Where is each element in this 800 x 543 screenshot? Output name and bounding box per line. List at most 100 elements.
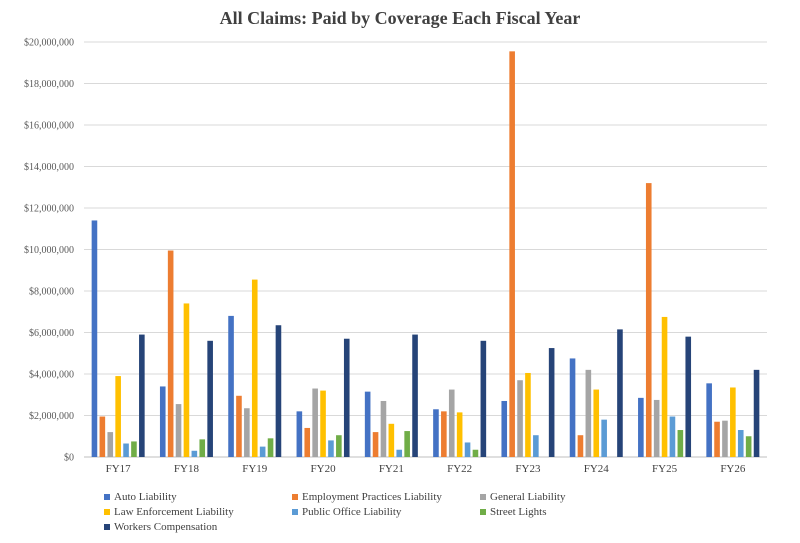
bar: [191, 450, 198, 457]
bar: [737, 430, 744, 457]
bar: [517, 380, 523, 457]
bar: [131, 441, 137, 457]
bar: [448, 389, 455, 457]
bar: [396, 449, 403, 457]
y-tick-label: $6,000,000: [29, 328, 74, 339]
x-tick-label: FY22: [447, 463, 472, 475]
bar: [159, 386, 166, 457]
x-tick-label: FY21: [379, 463, 404, 475]
bar: [372, 432, 379, 457]
legend-label: Auto Liability: [114, 491, 177, 503]
bar: [207, 340, 213, 457]
bar: [677, 430, 684, 457]
x-tick-label: FY20: [311, 463, 337, 475]
bar: [296, 411, 303, 457]
legend-swatch: [104, 494, 110, 500]
legend-label: Street Lights: [490, 506, 547, 518]
bar: [275, 325, 282, 457]
bar: [617, 329, 623, 457]
legend-item: Public Office Liability: [292, 506, 401, 518]
bar: [244, 408, 250, 457]
bar: [645, 183, 652, 457]
x-tick-label: FY24: [584, 463, 610, 475]
bar: [328, 440, 334, 457]
bar: [404, 431, 410, 457]
y-tick-label: $18,000,000: [24, 79, 74, 90]
bar: [99, 416, 106, 457]
bar: [501, 400, 508, 457]
bar: [464, 442, 471, 457]
bar: [433, 409, 439, 457]
bar: [251, 279, 258, 457]
bar: [569, 358, 576, 457]
bar: [91, 220, 98, 457]
legend-label: General Liability: [490, 491, 566, 503]
legend-label: Workers Compensation: [114, 521, 218, 533]
bar: [593, 389, 600, 457]
legend-swatch: [480, 509, 486, 515]
bar: [509, 51, 515, 458]
bar: [456, 412, 463, 457]
x-tick-label: FY23: [515, 463, 541, 475]
y-tick-label: $4,000,000: [29, 370, 74, 381]
bar: [480, 340, 487, 457]
bar: [472, 449, 479, 457]
x-tick-label: FY19: [242, 463, 268, 475]
bar: [304, 427, 311, 457]
bar: [685, 336, 692, 457]
legend-item: Auto Liability: [104, 491, 177, 503]
bar: [380, 400, 387, 457]
bar: [601, 419, 607, 457]
y-tick-label: $10,000,000: [24, 245, 74, 256]
bar: [669, 416, 676, 457]
legend-item: General Liability: [480, 491, 565, 503]
bar: [388, 423, 395, 457]
y-tick-label: $2,000,000: [29, 411, 74, 422]
bar: [175, 404, 182, 457]
bar: [585, 369, 592, 457]
bar: [199, 439, 206, 457]
legend-item: Law Enforcement Liability: [104, 506, 234, 518]
x-tick-label: FY26: [720, 463, 746, 475]
bar: [730, 387, 736, 457]
bar: [320, 390, 326, 457]
legend-swatch: [104, 509, 110, 515]
bar: [167, 250, 174, 457]
bar: [661, 316, 668, 457]
y-tick-label: $0: [64, 453, 74, 464]
bar: [343, 338, 350, 457]
legend-label: Employment Practices Liability: [302, 491, 442, 503]
bar: [714, 421, 720, 457]
legend-swatch: [292, 494, 298, 500]
bar: [441, 411, 447, 457]
bar: [722, 420, 728, 457]
bar: [139, 334, 145, 457]
bar: [115, 376, 121, 457]
bar: [753, 369, 760, 457]
bar: [412, 334, 418, 457]
bar: [123, 443, 129, 457]
bar: [236, 395, 242, 457]
chart-title: All Claims: Paid by Coverage Each Fiscal…: [219, 8, 581, 28]
x-tick-label: FY25: [652, 463, 678, 475]
legend-label: Law Enforcement Liability: [114, 506, 234, 518]
legend-swatch: [292, 509, 298, 515]
bar: [533, 435, 539, 457]
legend-label: Public Office Liability: [302, 506, 402, 518]
y-tick-label: $20,000,000: [24, 38, 74, 49]
legend-item: Street Lights: [480, 506, 547, 518]
legend-item: Employment Practices Liability: [292, 491, 442, 503]
y-tick-label: $16,000,000: [24, 121, 74, 132]
y-tick-label: $12,000,000: [24, 204, 74, 215]
bar: [312, 388, 318, 457]
bar: [259, 446, 266, 457]
x-tick-label: FY18: [174, 463, 200, 475]
y-tick-label: $8,000,000: [29, 287, 74, 298]
bar: [525, 372, 531, 457]
bar: [577, 435, 584, 457]
legend-swatch: [480, 494, 486, 500]
bar: [638, 397, 644, 457]
bar: [267, 438, 274, 457]
bar: [183, 303, 190, 457]
